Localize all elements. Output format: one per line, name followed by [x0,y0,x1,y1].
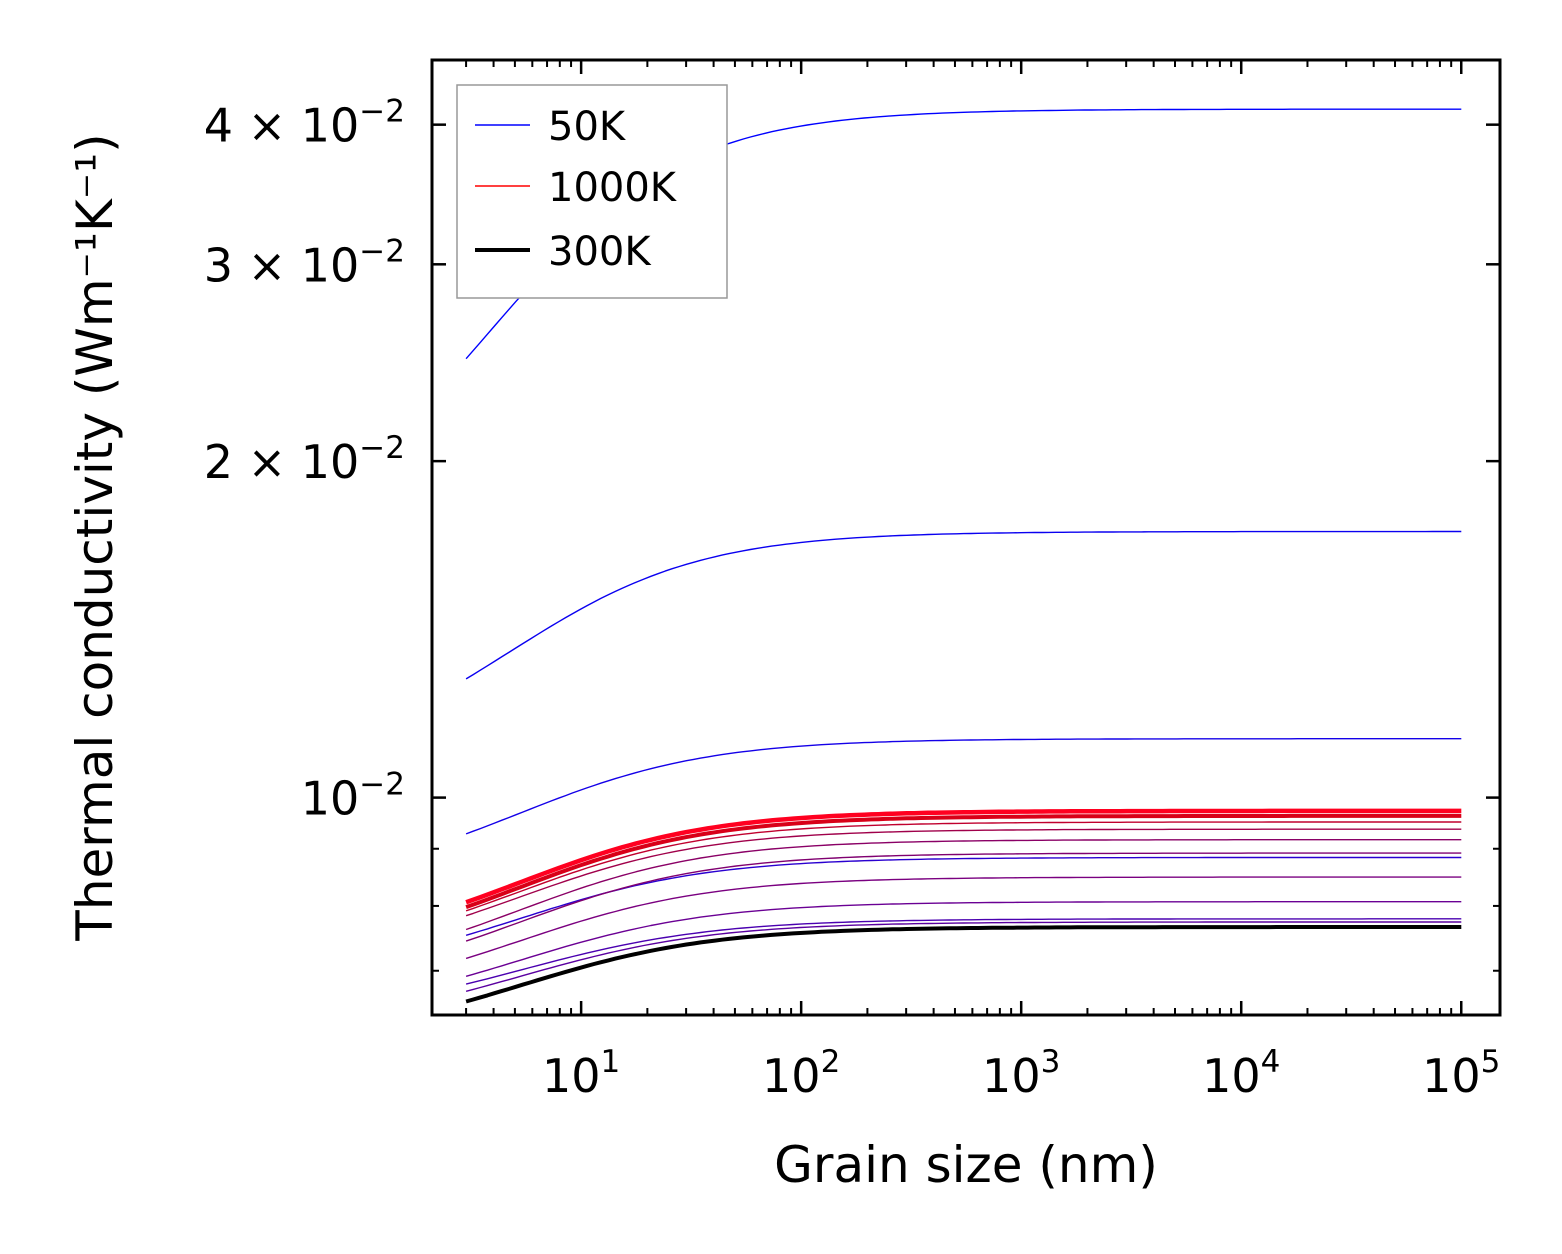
series-line-t13 [465,813,1462,909]
series-line-300k [465,925,1462,1004]
series-line-1000k [465,808,1462,905]
legend-label-50k: 50K [548,104,627,150]
y-axis-label: Thermal conductivity (Wm⁻¹K⁻¹) [66,133,124,941]
y-tick-label: 3 × 10−2 [204,233,405,292]
series-line-t9 [465,852,1462,942]
y-tick-label: 4 × 10−2 [204,94,405,153]
series-line-t8 [465,876,1462,960]
series-line-t3 [465,738,1462,835]
x-tick-label: 105 [1422,1044,1500,1103]
axis-ticks: 101 102 103 104 105 10−2 2 × 10−2 3 × 10−2 4 × 1… [204,60,1500,1103]
series-line-t12 [465,821,1462,912]
y-tick-label: 2 × 10−2 [204,430,405,489]
x-tick-label: 103 [982,1044,1060,1103]
x-tick-label: 102 [762,1044,840,1103]
series-line-t4 [465,856,1462,936]
legend: 50K 1000K 300K [456,84,728,299]
x-tick-label: 104 [1202,1044,1280,1103]
x-tick-label: 101 [542,1044,620,1103]
series-line-t7 [465,901,1462,977]
legend-label-300k: 300K [548,229,652,275]
legend-box [456,84,728,299]
plot-frame [430,58,1502,1017]
x-axis-label: Grain size (nm) [774,1136,1158,1194]
series-line-t6 [465,921,1462,992]
series-line-t2 [465,530,1462,680]
series-line-t10 [465,839,1462,931]
y-tick-label: 10−2 [301,767,405,826]
series-line-t5 [465,918,1462,985]
legend-label-1000k: 1000K [548,165,678,211]
series-line-t11 [465,828,1462,917]
series-lines [465,108,1462,1004]
